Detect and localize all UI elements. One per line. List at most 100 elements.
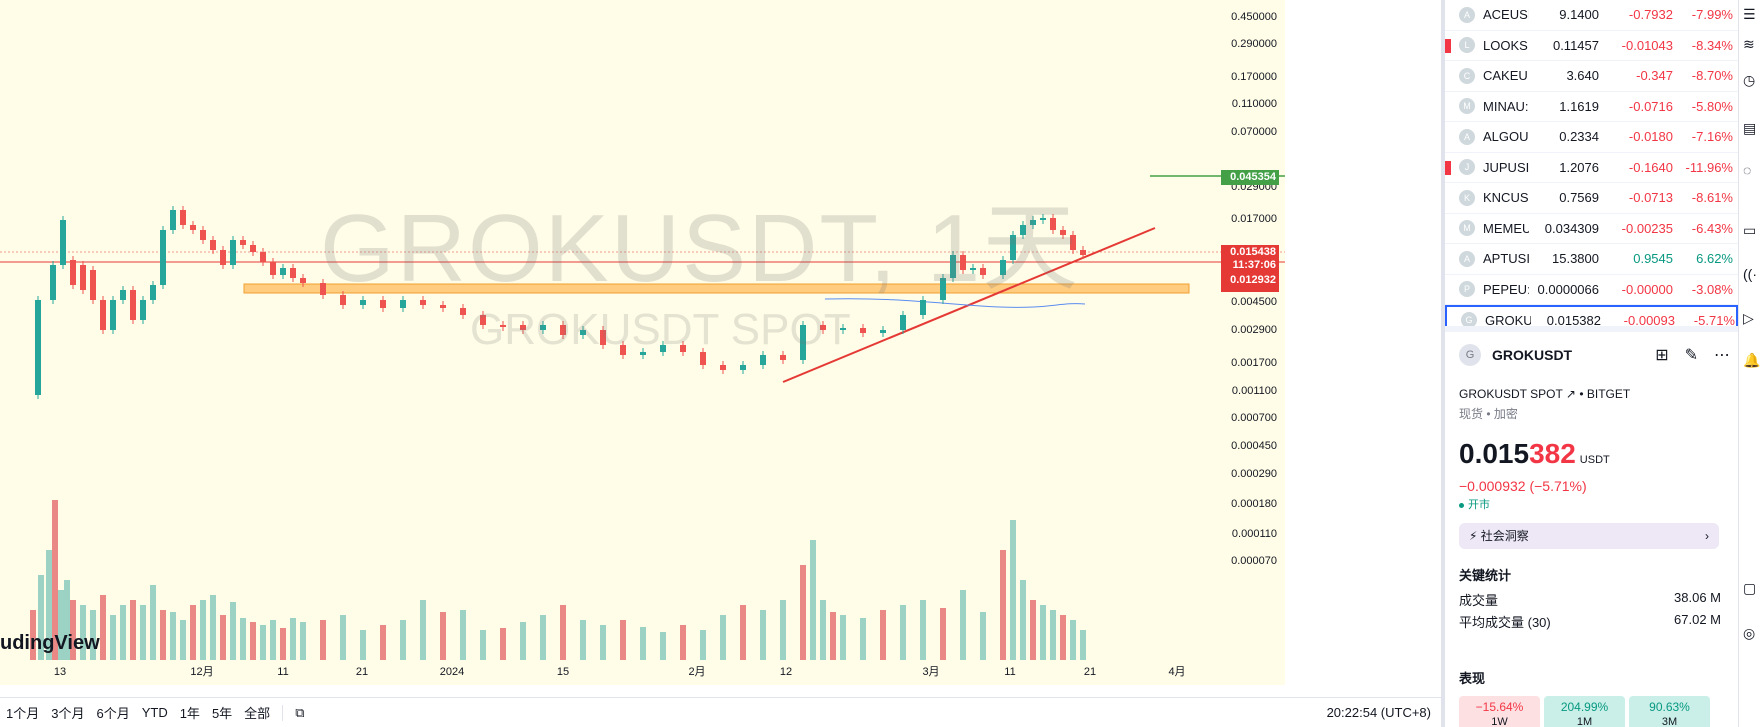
time-tick-label: 2月 (688, 666, 705, 678)
alert-icon[interactable]: ◷ (1743, 72, 1756, 88)
panel-divider[interactable] (1441, 0, 1445, 727)
moving-average (824, 298, 1086, 308)
candle-body (150, 285, 156, 300)
range-1y-button[interactable]: 1年 (179, 706, 200, 721)
volume-bar (38, 575, 44, 660)
perf-1w[interactable]: −15.64% 1W (1459, 696, 1540, 727)
candle-body (180, 210, 186, 225)
symbol-description[interactable]: GROKUSDT SPOT (1459, 387, 1563, 401)
layers-icon[interactable]: ≋ (1743, 36, 1755, 52)
watchlist-change-pct: -6.43% (1691, 220, 1733, 236)
notification-icon[interactable]: 🔔 (1743, 352, 1761, 368)
edit-icon[interactable]: ✎ (1684, 347, 1698, 364)
candle-body (190, 225, 196, 230)
volume-bar (52, 500, 58, 660)
candle-body (960, 255, 966, 270)
candle-body (1060, 230, 1066, 235)
watchlist-last: 0.015382 (1546, 312, 1601, 328)
range-all-button[interactable]: 全部 (244, 706, 271, 721)
volume-bar (780, 600, 786, 660)
price-change: −0.000932 (−5.71%) (1459, 478, 1587, 494)
range-6m-button[interactable]: 6个月 (96, 706, 130, 721)
watchlist-icon[interactable]: ☰ (1743, 6, 1756, 22)
range-1m-button[interactable]: 1个月 (6, 706, 40, 721)
avg-volume-value: 67.02 M (1674, 612, 1721, 627)
volume-bar (110, 615, 116, 660)
watchlist-row[interactable]: J JUPUSI 1.2076 -0.1640 -11.96% (1445, 153, 1738, 183)
candle-body (920, 300, 926, 315)
volume-bar (840, 615, 846, 660)
price-tick-label: 0.000290 (1231, 468, 1277, 480)
play-icon[interactable]: ▷ (1743, 310, 1754, 326)
watchlist-row[interactable]: M MINAU: 1.1619 -0.0716 -5.80% (1445, 92, 1738, 122)
more-icon[interactable]: ⋯ (1714, 347, 1730, 364)
chart-area[interactable]: 0.450000 0.290000 0.170000 0.110000 0.070000… (0, 0, 1285, 685)
tradingview-logo[interactable]: udingView (0, 632, 100, 654)
avg-volume-label: 平均成交量 (30) (1459, 615, 1551, 630)
watchlist-row[interactable]: A APTUSI 15.3800 0.9545 6.62% (1445, 244, 1738, 275)
red-flag-icon[interactable] (1445, 38, 1451, 53)
volume-bar (820, 600, 826, 660)
candle-body (940, 278, 946, 300)
volume-bar (30, 610, 36, 660)
watchlist-change: -0.00235 (1621, 220, 1673, 236)
signal-icon[interactable]: ((· (1743, 266, 1757, 282)
clock[interactable]: 20:22:54 (UTC+8) (1326, 705, 1431, 720)
watchlist-row[interactable]: P PEPEU: 0.0000066 -0.00000 -3.08% (1445, 275, 1738, 305)
candle-body (210, 240, 216, 250)
watchlist-last: 0.2334 (1559, 129, 1599, 145)
volume-bar (980, 612, 986, 660)
exchange-name[interactable]: BITGET (1586, 387, 1631, 401)
volume-bar (290, 618, 296, 660)
grid-icon[interactable]: ⊞ (1655, 347, 1669, 364)
candle-body (230, 240, 236, 265)
watchlist-row[interactable]: L LOOKS 0.11457 -0.01043 -8.34% (1445, 31, 1738, 61)
volume-bar (270, 620, 276, 660)
watchlist-row[interactable]: C CAKEU 3.640 -0.347 -8.70% (1445, 61, 1738, 92)
candle-body (90, 270, 96, 300)
price-tick-label: 0.001100 (1232, 385, 1277, 397)
external-link-icon[interactable]: ↗ (1565, 387, 1580, 401)
candle-body (320, 283, 326, 295)
watchlist-row[interactable]: K KNCUS 0.7569 -0.0713 -8.61% (1445, 183, 1738, 214)
volume-bar (800, 565, 806, 660)
pane-icon[interactable]: ▢ (1743, 580, 1757, 596)
watchlist-row[interactable]: A ALGOU 0.2334 -0.0180 -7.16% (1445, 122, 1738, 153)
range-3m-button[interactable]: 3个月 (51, 706, 85, 721)
volume-bar (200, 600, 206, 660)
watchlist-row[interactable]: A ACEUSI 9.1400 -0.7932 -7.99% (1445, 0, 1738, 31)
time-tick-label: 12月 (190, 666, 213, 678)
perf-3m[interactable]: 90.63% 3M (1629, 696, 1710, 727)
red-flag-icon[interactable] (1445, 160, 1451, 175)
price-chart[interactable]: 0.450000 0.290000 0.170000 0.110000 0.070000… (0, 0, 1285, 685)
candle-body (500, 325, 506, 327)
watchlist-row[interactable]: M MEMEU 0.034309 -0.00235 -6.43% (1445, 214, 1738, 244)
chat-icon[interactable]: ▭ (1743, 222, 1757, 238)
watchlist-change-pct: -8.34% (1691, 37, 1733, 53)
candle-body (70, 260, 76, 285)
range-ytd-button[interactable]: YTD (141, 705, 168, 720)
volume-bar (760, 610, 766, 660)
volume-bar (860, 618, 866, 660)
candle-body (580, 330, 586, 335)
ideas-icon[interactable]: ◌ (1743, 162, 1752, 178)
social-insight-button[interactable]: ⚡ 社会洞察 › (1459, 523, 1719, 549)
price-tick-label: 0.000070 (1231, 555, 1277, 567)
calendar-range-icon[interactable]: ⧉ (295, 704, 305, 720)
watchlist-change: -0.01043 (1621, 37, 1673, 53)
watchlist-change-pct: -5.80% (1691, 98, 1733, 114)
coin-logo-icon: A (1459, 128, 1475, 145)
volume-bar (810, 540, 816, 660)
range-5y-button[interactable]: 5年 (211, 706, 233, 721)
watchlist-change: -0.0180 (1628, 129, 1673, 145)
volume-bar (360, 630, 366, 660)
watchlist-symbol: APTUSI (1483, 251, 1529, 267)
last-price: 0.015438 (1230, 246, 1276, 258)
symbol-title[interactable]: GROKUSDT (1492, 347, 1573, 363)
symbol-subtitle: GROKUSDT SPOT ↗ • BITGET (1459, 387, 1631, 401)
help-icon[interactable]: ◎ (1743, 625, 1756, 641)
candle-body (220, 250, 226, 265)
perf-1m[interactable]: 204.99% 1M (1544, 696, 1625, 727)
news-icon[interactable]: ▤ (1743, 120, 1757, 136)
price-tick-label: 0.450000 (1231, 11, 1277, 23)
